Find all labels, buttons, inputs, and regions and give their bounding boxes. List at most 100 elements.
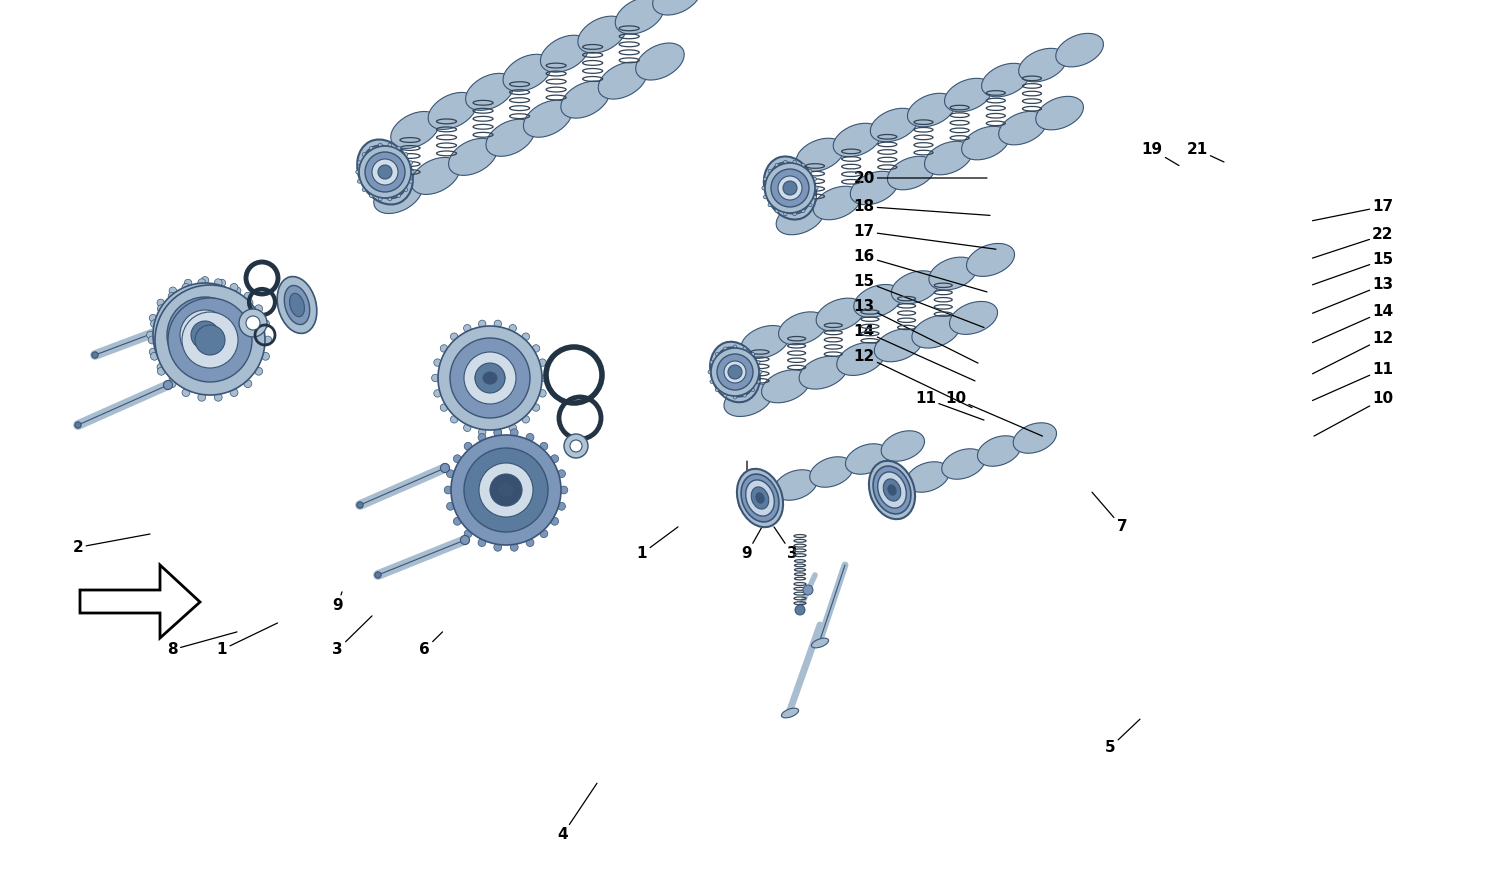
Circle shape (168, 292, 176, 300)
Ellipse shape (762, 370, 810, 403)
Circle shape (182, 312, 238, 368)
Ellipse shape (190, 328, 219, 352)
Text: 14: 14 (1312, 304, 1394, 343)
Circle shape (723, 393, 728, 397)
Circle shape (158, 363, 165, 371)
Circle shape (261, 352, 270, 360)
Ellipse shape (978, 436, 1022, 466)
Text: 1: 1 (217, 623, 278, 657)
Ellipse shape (278, 277, 316, 334)
Ellipse shape (853, 285, 901, 318)
Circle shape (433, 359, 441, 367)
Circle shape (794, 212, 796, 215)
Ellipse shape (561, 81, 609, 118)
Circle shape (717, 354, 753, 390)
Ellipse shape (908, 93, 956, 126)
Ellipse shape (724, 384, 772, 417)
Circle shape (509, 424, 516, 432)
Circle shape (494, 543, 501, 551)
Ellipse shape (928, 257, 976, 290)
Text: 8: 8 (166, 632, 237, 657)
Circle shape (171, 320, 180, 329)
Circle shape (190, 321, 219, 349)
Circle shape (778, 176, 802, 200)
Circle shape (158, 299, 165, 306)
Ellipse shape (966, 244, 1014, 277)
Circle shape (375, 572, 381, 578)
Ellipse shape (774, 470, 818, 500)
Circle shape (217, 279, 225, 287)
Circle shape (742, 347, 747, 351)
Ellipse shape (874, 328, 922, 361)
Circle shape (540, 442, 548, 450)
Circle shape (372, 159, 398, 185)
Text: 7: 7 (1092, 492, 1128, 534)
Circle shape (526, 538, 534, 546)
Circle shape (532, 344, 540, 352)
Circle shape (404, 188, 408, 191)
Circle shape (532, 404, 540, 411)
Circle shape (150, 314, 156, 322)
Circle shape (494, 429, 501, 437)
Text: 15: 15 (1312, 253, 1394, 285)
Circle shape (771, 169, 808, 207)
Ellipse shape (846, 444, 889, 474)
Ellipse shape (945, 78, 992, 112)
Circle shape (550, 517, 558, 525)
Circle shape (801, 209, 806, 213)
Circle shape (708, 370, 711, 374)
Circle shape (362, 152, 366, 157)
Ellipse shape (168, 308, 243, 373)
Circle shape (388, 197, 392, 201)
Circle shape (166, 297, 243, 373)
Circle shape (255, 304, 262, 312)
Circle shape (433, 390, 441, 397)
Ellipse shape (390, 111, 439, 149)
Circle shape (464, 424, 471, 432)
Text: 3: 3 (332, 616, 372, 657)
Text: 18: 18 (853, 199, 990, 215)
Circle shape (182, 389, 190, 397)
Circle shape (453, 517, 462, 525)
Text: 13: 13 (1312, 278, 1394, 313)
Ellipse shape (780, 176, 800, 200)
Ellipse shape (873, 466, 910, 514)
Circle shape (92, 352, 98, 358)
Ellipse shape (870, 474, 913, 506)
Circle shape (198, 393, 206, 401)
Text: 12: 12 (1312, 331, 1394, 374)
Circle shape (147, 331, 154, 339)
Ellipse shape (374, 176, 423, 214)
Text: 14: 14 (853, 324, 975, 381)
Ellipse shape (1036, 96, 1083, 130)
Polygon shape (80, 565, 200, 638)
Circle shape (170, 287, 177, 295)
Circle shape (550, 455, 558, 463)
Ellipse shape (768, 162, 812, 214)
Ellipse shape (942, 449, 986, 479)
Text: 1: 1 (636, 527, 678, 561)
Circle shape (765, 163, 814, 213)
Ellipse shape (813, 186, 861, 220)
Ellipse shape (880, 431, 924, 461)
Ellipse shape (812, 638, 828, 648)
Ellipse shape (741, 474, 778, 522)
Circle shape (369, 194, 374, 198)
Text: 22: 22 (1312, 228, 1394, 258)
Ellipse shape (182, 320, 228, 360)
Circle shape (494, 428, 501, 436)
Circle shape (214, 279, 222, 287)
Circle shape (195, 325, 225, 355)
Ellipse shape (357, 140, 413, 205)
Circle shape (509, 325, 516, 332)
Ellipse shape (888, 157, 934, 190)
Circle shape (398, 194, 400, 198)
Circle shape (795, 605, 806, 615)
Text: 21: 21 (1186, 142, 1224, 162)
Circle shape (230, 389, 238, 397)
Ellipse shape (368, 152, 402, 192)
Circle shape (398, 147, 400, 150)
Text: 19: 19 (1142, 142, 1179, 166)
Circle shape (362, 188, 366, 191)
Circle shape (759, 370, 762, 374)
